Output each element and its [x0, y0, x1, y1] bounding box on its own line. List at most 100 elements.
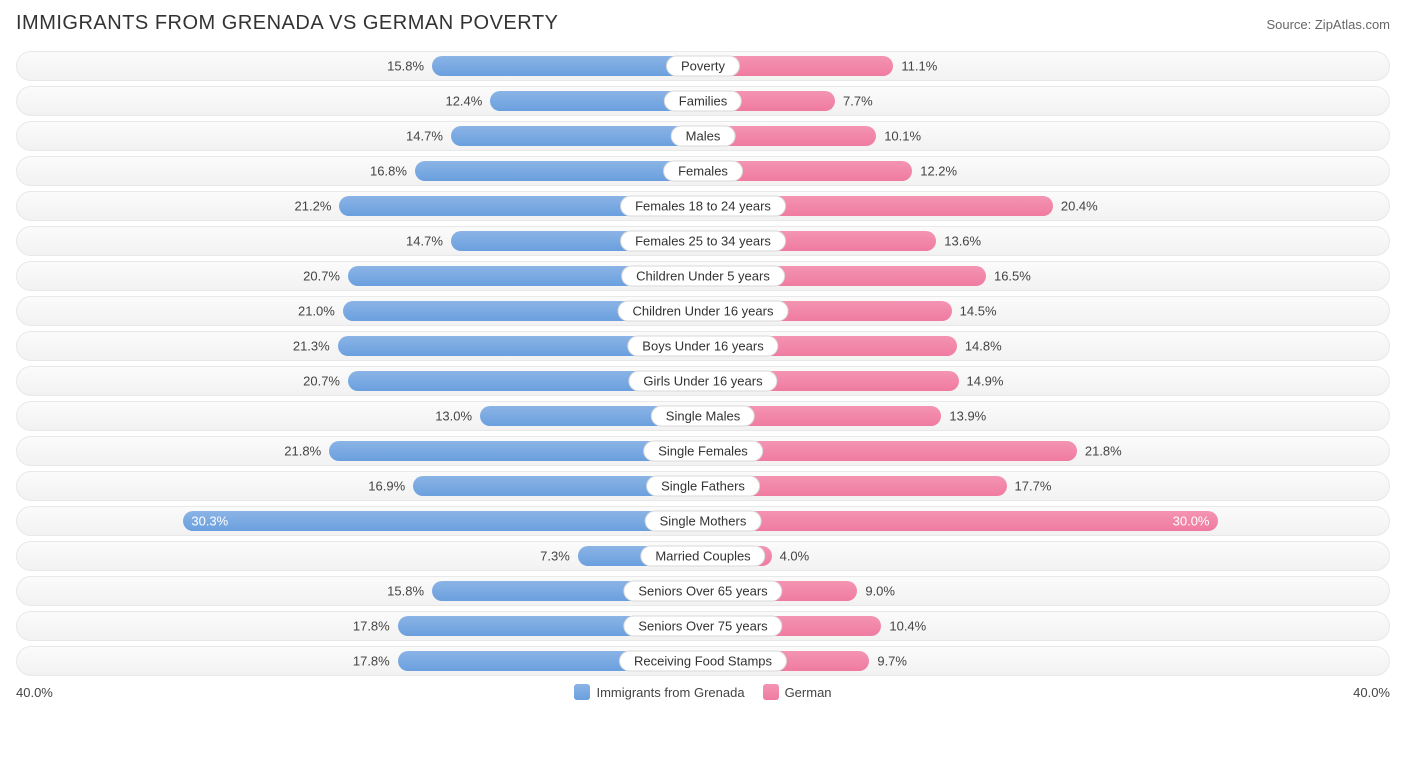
value-right: 20.4% [1053, 199, 1098, 214]
bar-left: 16.8% [415, 161, 703, 181]
value-right: 9.7% [869, 654, 907, 669]
left-half: 15.8% [17, 577, 703, 605]
category-label: Receiving Food Stamps [619, 651, 787, 672]
value-right: 9.0% [857, 584, 895, 599]
legend-item-right: German [763, 684, 832, 700]
left-half: 7.3% [17, 542, 703, 570]
right-half: 20.4% [703, 192, 1389, 220]
right-half: 9.7% [703, 647, 1389, 675]
value-right: 10.4% [881, 619, 926, 634]
value-left: 15.8% [387, 584, 432, 599]
right-half: 9.0% [703, 577, 1389, 605]
chart-row: 16.8%12.2%Females [16, 156, 1390, 186]
category-label: Single Mothers [645, 511, 762, 532]
value-left: 16.9% [368, 479, 413, 494]
left-half: 13.0% [17, 402, 703, 430]
category-label: Seniors Over 65 years [623, 581, 782, 602]
chart-row: 21.8%21.8%Single Females [16, 436, 1390, 466]
value-left: 21.0% [298, 304, 343, 319]
legend-label-right: German [785, 685, 832, 700]
value-right: 4.0% [772, 549, 810, 564]
value-left: 21.2% [295, 199, 340, 214]
left-half: 14.7% [17, 227, 703, 255]
category-label: Boys Under 16 years [627, 336, 778, 357]
category-label: Single Males [651, 406, 755, 427]
left-half: 16.9% [17, 472, 703, 500]
right-half: 12.2% [703, 157, 1389, 185]
bar-left: 14.7% [451, 126, 703, 146]
value-right: 12.2% [912, 164, 957, 179]
right-half: 13.9% [703, 402, 1389, 430]
legend-swatch-right [763, 684, 779, 700]
value-left: 21.8% [284, 444, 329, 459]
left-half: 15.8% [17, 52, 703, 80]
value-left: 17.8% [353, 619, 398, 634]
value-left: 17.8% [353, 654, 398, 669]
axis-max-left: 40.0% [16, 685, 53, 700]
category-label: Seniors Over 75 years [623, 616, 782, 637]
value-left: 20.7% [303, 374, 348, 389]
value-right: 16.5% [986, 269, 1031, 284]
left-half: 21.2% [17, 192, 703, 220]
value-right: 17.7% [1007, 479, 1052, 494]
chart-source: Source: ZipAtlas.com [1266, 17, 1390, 32]
value-right: 14.9% [959, 374, 1004, 389]
right-half: 10.1% [703, 122, 1389, 150]
right-half: 11.1% [703, 52, 1389, 80]
value-left: 15.8% [387, 59, 432, 74]
value-left: 7.3% [540, 549, 578, 564]
value-left: 30.3% [191, 514, 228, 529]
chart-row: 15.8% 9.0% Seniors Over 65 years [16, 576, 1390, 606]
chart-row: 12.4%7.7%Families [16, 86, 1390, 116]
category-label: Children Under 5 years [621, 266, 785, 287]
diverging-bar-chart: 15.8%11.1%Poverty12.4%7.7%Families14.7%1… [16, 51, 1390, 676]
right-half: 14.8% [703, 332, 1389, 360]
category-label: Females 25 to 34 years [620, 231, 786, 252]
chart-row: 17.8% 10.4% Seniors Over 75 years [16, 611, 1390, 641]
category-label: Females 18 to 24 years [620, 196, 786, 217]
value-left: 16.8% [370, 164, 415, 179]
chart-row: 21.2% 20.4% Females 18 to 24 years [16, 191, 1390, 221]
value-left: 13.0% [435, 409, 480, 424]
left-half: 20.7% [17, 367, 703, 395]
chart-row: 14.7% 13.6% Females 25 to 34 years [16, 226, 1390, 256]
category-label: Males [671, 126, 736, 147]
value-left: 21.3% [293, 339, 338, 354]
category-label: Married Couples [640, 546, 765, 567]
value-left: 20.7% [303, 269, 348, 284]
value-right: 30.0% [1173, 514, 1210, 529]
axis-max-right: 40.0% [1353, 685, 1390, 700]
chart-row: 30.3% 30.0% Single Mothers [16, 506, 1390, 536]
left-half: 21.8% [17, 437, 703, 465]
chart-row: 21.0% 14.5% Children Under 16 years [16, 296, 1390, 326]
value-right: 7.7% [835, 94, 873, 109]
right-half: 7.7% [703, 87, 1389, 115]
value-left: 14.7% [406, 129, 451, 144]
right-half: 14.5% [703, 297, 1389, 325]
chart-row: 14.7%10.1%Males [16, 121, 1390, 151]
legend: Immigrants from Grenada German [53, 684, 1353, 700]
chart-row: 15.8% 11.1% Poverty [16, 51, 1390, 81]
legend-item-left: Immigrants from Grenada [574, 684, 744, 700]
left-half: 21.0% [17, 297, 703, 325]
left-half: 14.7% [17, 122, 703, 150]
chart-row: 20.7% 14.9% Girls Under 16 years [16, 366, 1390, 396]
right-half: 16.5% [703, 262, 1389, 290]
category-label: Children Under 16 years [618, 301, 789, 322]
right-half: 10.4% [703, 612, 1389, 640]
chart-row: 17.8% 9.7% Receiving Food Stamps [16, 646, 1390, 676]
category-label: Girls Under 16 years [628, 371, 777, 392]
chart-row: 7.3% 4.0% Married Couples [16, 541, 1390, 571]
chart-footer: 40.0% Immigrants from Grenada German 40.… [16, 684, 1390, 700]
chart-row: 21.3% 14.8%Boys Under 16 years [16, 331, 1390, 361]
value-right: 13.6% [936, 234, 981, 249]
value-right: 11.1% [893, 59, 937, 74]
legend-label-left: Immigrants from Grenada [596, 685, 744, 700]
right-half: 13.6% [703, 227, 1389, 255]
right-half: 14.9% [703, 367, 1389, 395]
chart-row: 20.7% 16.5% Children Under 5 years [16, 261, 1390, 291]
left-half: 16.8% [17, 157, 703, 185]
value-right: 14.5% [952, 304, 997, 319]
right-half: 4.0% [703, 542, 1389, 570]
category-label: Poverty [666, 56, 740, 77]
